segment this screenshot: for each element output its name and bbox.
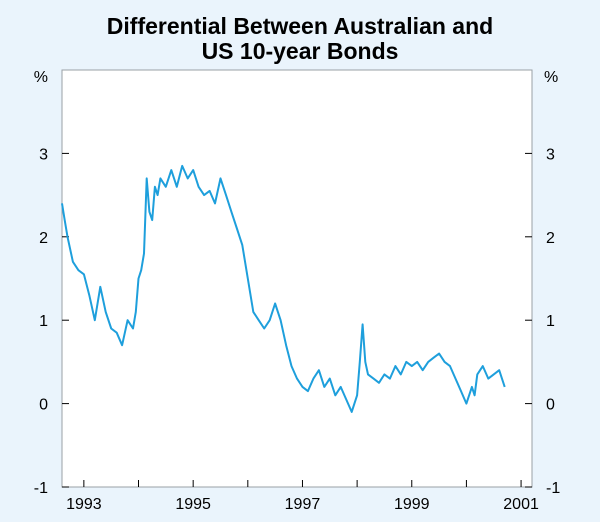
x-tick-label: 2001 <box>503 496 539 513</box>
y-tick-label-right: 0 <box>546 397 555 414</box>
y-unit-label-right: % <box>544 69 558 86</box>
y-tick-label-right: -1 <box>546 480 560 497</box>
series-line <box>61 164 506 413</box>
x-tick-label: 1995 <box>175 496 211 513</box>
series-layer <box>61 164 506 413</box>
y-tick-label-right: 2 <box>546 230 555 247</box>
x-tick-label: 1999 <box>394 496 430 513</box>
labels-layer: -1 -1 0 0 1 1 2 2 3 3% % 1993 1995 1997 1999 2001 <box>34 69 561 513</box>
axes <box>62 152 532 488</box>
chart-title-line-2: US 10-year Bonds <box>201 38 399 64</box>
y-tick-label-left: 2 <box>39 230 48 247</box>
y-tick-label-left: 0 <box>39 397 48 414</box>
y-tick-label-left: 1 <box>39 313 48 330</box>
x-tick-label: 1993 <box>66 496 102 513</box>
plot-area <box>61 69 533 488</box>
x-tick-label: 1997 <box>285 496 321 513</box>
chart-title: Differential Between Australian and US 1… <box>0 14 600 64</box>
y-tick-label-right: 3 <box>546 146 555 163</box>
y-tick-label-left: -1 <box>34 480 48 497</box>
y-tick-label-right: 1 <box>546 313 555 330</box>
y-tick-label-left: 3 <box>39 146 48 163</box>
chart-title-line-1: Differential Between Australian and <box>106 13 494 39</box>
y-unit-label-left: % <box>34 69 48 86</box>
